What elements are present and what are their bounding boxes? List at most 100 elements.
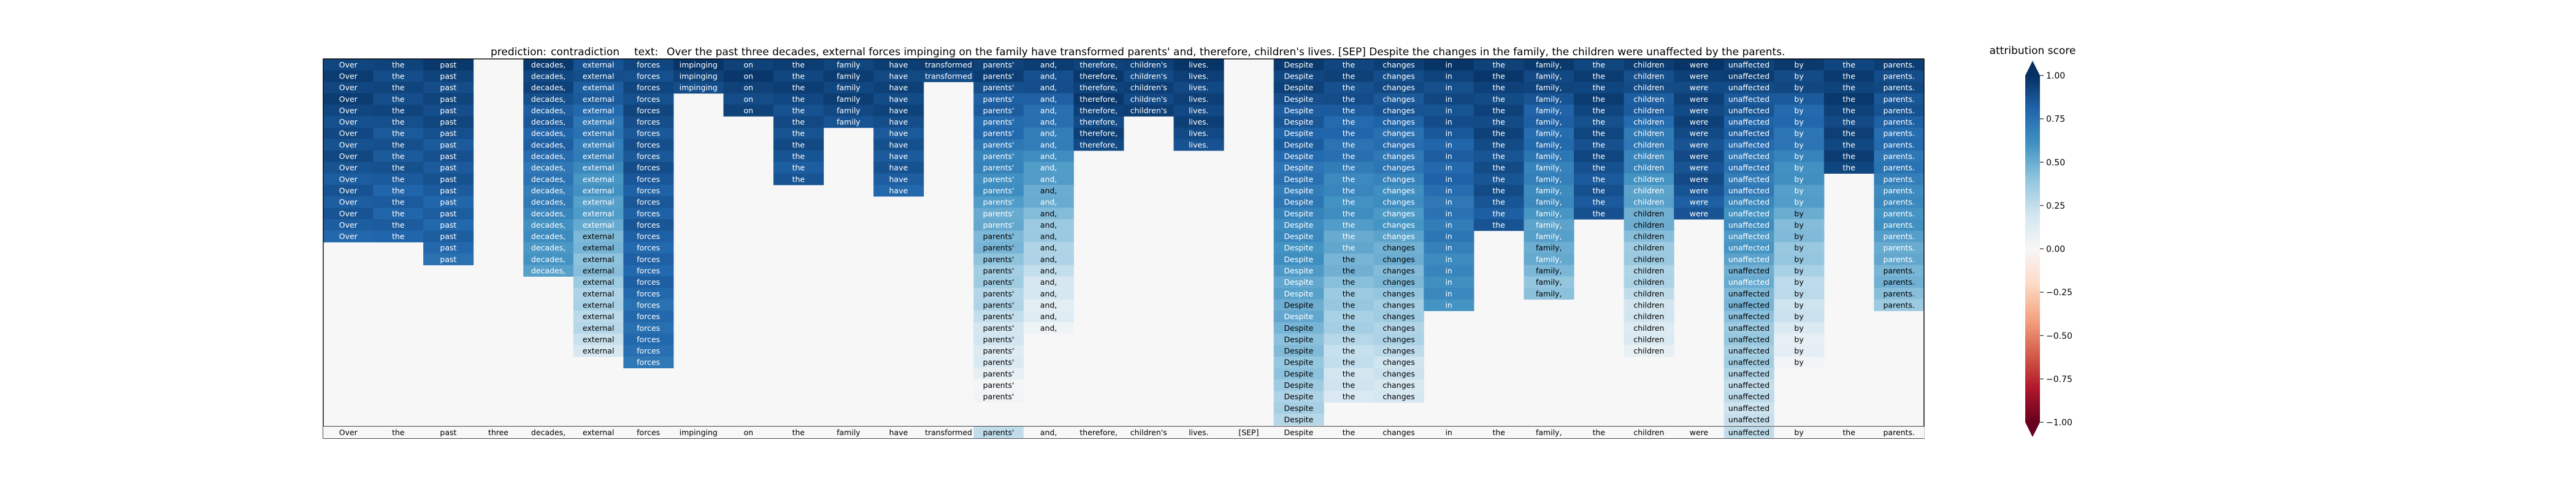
heatmap-cell: [1073, 82, 1124, 94]
heatmap-cell: [1774, 161, 1825, 174]
heatmap-cell: [1324, 379, 1374, 392]
cell-token-label: the: [1343, 243, 1355, 252]
cell-token-label: Despite: [1284, 186, 1314, 195]
heatmap-cell: [1273, 70, 1324, 82]
cell-token-label: the: [392, 198, 405, 207]
heatmap-cell: [1623, 93, 1674, 106]
colorbar-tick-label: 1.00: [2046, 71, 2065, 81]
heatmap-cell: [1273, 196, 1324, 208]
heatmap-cell: [1373, 185, 1424, 197]
heatmap-cell: [1273, 242, 1324, 254]
heatmap-cell: [773, 139, 824, 151]
heatmap-cell: [973, 242, 1024, 254]
heatmap-cell: [1324, 276, 1374, 288]
cell-token-label: unaffected: [1728, 152, 1769, 161]
heatmap-cell: [573, 276, 624, 288]
cell-token-label: in: [1445, 243, 1452, 252]
heatmap-cell: [973, 276, 1024, 288]
heatmap-cell: [1874, 185, 1925, 197]
cell-token-label: external: [583, 255, 614, 264]
cell-token-label: parents.: [1883, 209, 1914, 218]
heatmap-cell: [323, 161, 374, 174]
cell-token-label: parents': [983, 266, 1014, 276]
heatmap-cell: [1473, 93, 1524, 106]
cell-token-label: Despite: [1284, 232, 1314, 241]
heatmap-cell: [1073, 127, 1124, 140]
cell-token-label: Despite: [1284, 312, 1314, 321]
cell-token-label: children: [1633, 140, 1664, 149]
text-label: text:: [634, 46, 658, 58]
heatmap-cell: [1424, 116, 1474, 128]
cell-token-label: by: [1794, 266, 1804, 276]
heatmap-cell: [1324, 288, 1374, 300]
heatmap-cell: [873, 185, 924, 197]
heatmap-cell: [873, 161, 924, 174]
cell-token-label: unaffected: [1728, 60, 1769, 69]
cell-token-label: changes: [1382, 140, 1415, 149]
heatmap-cell: [1723, 368, 1774, 380]
heatmap-cell: [523, 127, 574, 140]
heatmap-cell: [1574, 127, 1625, 140]
cell-token-label: children: [1633, 289, 1664, 298]
cell-token-label: changes: [1382, 83, 1415, 92]
heatmap-cell: [1623, 161, 1674, 174]
heatmap-cell: [1774, 230, 1825, 242]
heatmap-cell: [1273, 265, 1324, 277]
heatmap-cell: [373, 219, 424, 231]
colorbar-tick-label: −0.50: [2046, 331, 2072, 341]
heatmap-cell: [973, 368, 1024, 380]
heatmap-cell: [1774, 276, 1825, 288]
cell-token-label: decades,: [531, 266, 565, 276]
heatmap-cell: [1823, 70, 1874, 82]
heatmap-cell: [1023, 242, 1074, 254]
heatmap-cell: [573, 230, 624, 242]
heatmap-cell: [373, 230, 424, 242]
heatmap-cell: [1273, 299, 1324, 311]
heatmap-cell: [1373, 299, 1424, 311]
heatmap-cell: [323, 82, 374, 94]
cell-token-label: unaffected: [1728, 403, 1769, 412]
cell-token-label: in: [1445, 140, 1452, 149]
heatmap-cell: [623, 173, 674, 185]
heatmap-cell: [1073, 116, 1124, 128]
cell-token-label: parents': [983, 83, 1014, 92]
heatmap-cell: [423, 116, 474, 128]
cell-token-label: were: [1690, 117, 1709, 126]
cell-token-label: family: [837, 60, 861, 69]
cell-token-label: the: [1343, 289, 1355, 298]
heatmap-cell: [373, 82, 424, 94]
cell-token-label: the: [792, 60, 805, 69]
cell-token-label: children's: [1130, 83, 1167, 92]
x-tick-label: forces: [637, 428, 660, 437]
heatmap-cell: [1373, 207, 1424, 220]
cell-token-label: have: [889, 129, 908, 138]
cell-token-label: external: [583, 71, 614, 80]
cell-token-label: changes: [1382, 277, 1415, 287]
heatmap-cell: [1173, 104, 1224, 117]
heatmap-cell: [1723, 161, 1774, 174]
heatmap-cell: [1874, 104, 1925, 117]
heatmap-cell: [1723, 265, 1774, 277]
cell-token-label: past: [440, 209, 456, 218]
heatmap-cell: [523, 139, 574, 151]
heatmap-cell: [1524, 127, 1574, 140]
baseline-cell: [1173, 427, 1224, 438]
heatmap-cell: [1373, 322, 1424, 334]
cell-token-label: by: [1794, 83, 1804, 92]
cell-token-label: the: [392, 232, 405, 241]
heatmap-cell: [873, 150, 924, 163]
heatmap-cell: [1874, 242, 1925, 254]
cell-token-label: Despite: [1284, 381, 1314, 390]
heatmap-cell: [973, 185, 1024, 197]
cell-token-label: the: [1842, 163, 1855, 172]
cell-token-label: in: [1445, 83, 1452, 92]
cell-token-label: Over: [339, 140, 358, 149]
heatmap-cell: [1273, 207, 1324, 220]
heatmap-cell: [373, 104, 424, 117]
heatmap-cell: [1424, 173, 1474, 185]
cell-token-label: decades,: [531, 209, 565, 218]
cell-token-label: the: [392, 152, 405, 161]
heatmap-cell: [1774, 207, 1825, 220]
cell-token-label: the: [1492, 163, 1505, 172]
cell-token-label: Despite: [1284, 152, 1314, 161]
